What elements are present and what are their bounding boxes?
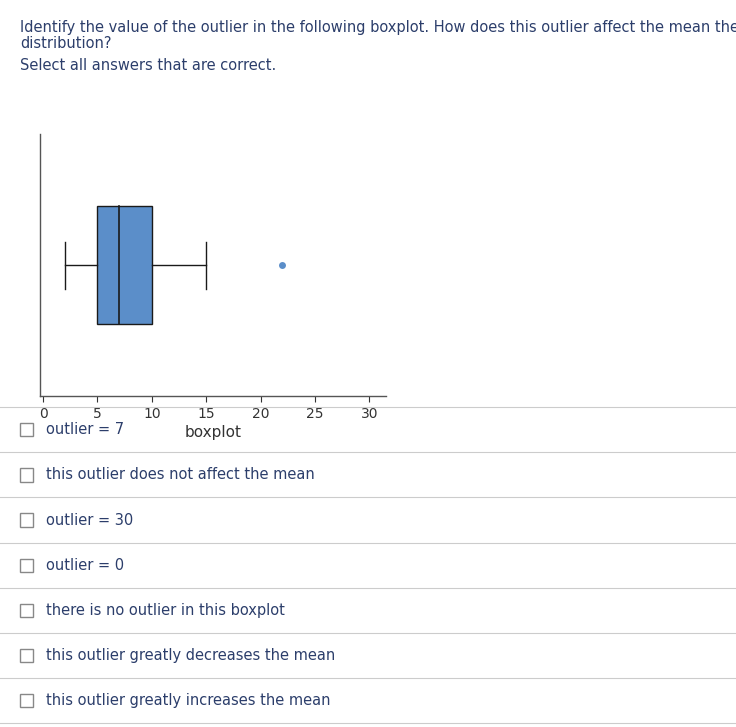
Bar xyxy=(97,206,152,324)
X-axis label: boxplot: boxplot xyxy=(184,425,241,440)
Text: Select all answers that are correct.: Select all answers that are correct. xyxy=(20,58,276,73)
Text: there is no outlier in this boxplot: there is no outlier in this boxplot xyxy=(46,603,286,618)
Text: this outlier does not affect the mean: this outlier does not affect the mean xyxy=(46,467,315,483)
Text: distribution?: distribution? xyxy=(20,36,111,52)
Text: this outlier greatly increases the mean: this outlier greatly increases the mean xyxy=(46,694,331,708)
Text: this outlier greatly decreases the mean: this outlier greatly decreases the mean xyxy=(46,648,336,663)
Text: outlier = 7: outlier = 7 xyxy=(46,422,124,437)
Text: outlier = 30: outlier = 30 xyxy=(46,513,134,528)
Text: Identify the value of the outlier in the following boxplot. How does this outlie: Identify the value of the outlier in the… xyxy=(20,20,736,36)
Text: outlier = 0: outlier = 0 xyxy=(46,558,124,573)
